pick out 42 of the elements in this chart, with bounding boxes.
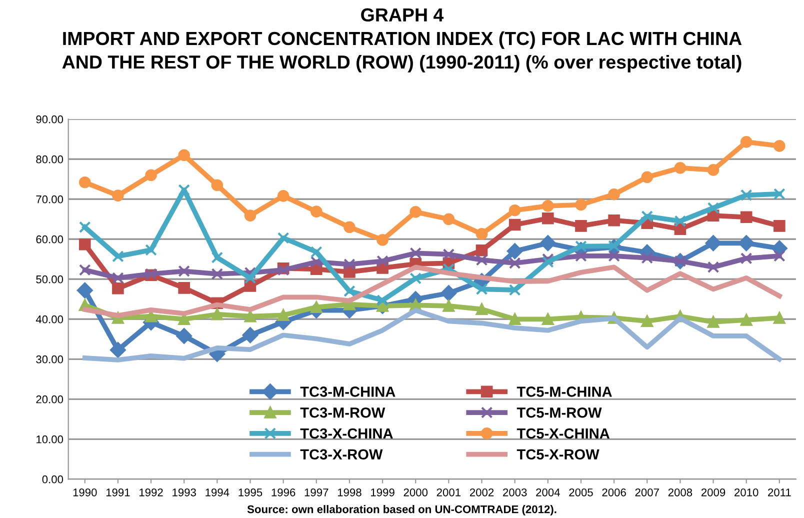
legend-label: TC5-X-ROW xyxy=(516,449,600,460)
x-tick-label: 2011 xyxy=(768,488,791,496)
x-tick-label: 1997 xyxy=(304,488,328,496)
legend-label: TC3-M-ROW xyxy=(300,407,386,418)
legend-label: TC3-X-CHINA xyxy=(300,428,393,439)
y-tick-label: 60.00 xyxy=(36,235,64,244)
x-tick-label: 2007 xyxy=(635,488,659,496)
x-tick-label: 1992 xyxy=(140,488,163,496)
chart-title: GRAPH 4 IMPORT AND EXPORT CONCENTRATION INDEX (TC) FOR LAC WITH CHINA AND THE REST OF THE WORLD (ROW) (1990-2011) (% over respective total) xyxy=(62,8,742,72)
y-tick-label: 30.00 xyxy=(36,355,64,364)
x-tick-label: 2008 xyxy=(668,488,692,496)
x-tick-label: 2006 xyxy=(602,488,626,496)
x-tick-label: 2004 xyxy=(536,488,560,496)
y-tick-label: 70.00 xyxy=(36,195,64,204)
x-tick-label: 1996 xyxy=(272,488,296,496)
legend-label: TC5-M-ROW xyxy=(516,407,602,418)
y-tick-label: 40.00 xyxy=(36,315,64,324)
legend-label: TC5-X-CHINA xyxy=(516,428,610,439)
x-tick-label: 2002 xyxy=(470,488,494,496)
y-tick-label: 10.00 xyxy=(36,435,64,444)
y-tick-label: 0.00 xyxy=(42,475,64,484)
x-tick-label: 2001 xyxy=(436,488,461,496)
legend-label: TC3-X-ROW xyxy=(300,449,383,460)
x-tick-label: 2005 xyxy=(569,488,593,496)
x-tick-label: 1998 xyxy=(338,488,362,496)
x-tick-label: 2003 xyxy=(503,488,527,496)
y-tick-label: 80.00 xyxy=(36,155,64,164)
y-tick-label: 20.00 xyxy=(36,395,64,404)
x-tick-label: 2000 xyxy=(404,488,428,496)
x-tick-label: 1995 xyxy=(238,488,262,496)
source-note: Source: own ellaboration based on UN-COMTRADE (2012). xyxy=(247,505,556,516)
x-tick-label: 2009 xyxy=(701,488,726,496)
x-tick-label: 1994 xyxy=(206,488,230,496)
y-tick-label: 50.00 xyxy=(36,275,64,284)
legend-label: TC5-M-CHINA xyxy=(516,386,612,397)
x-tick-label: 1991 xyxy=(106,488,130,496)
x-tick-label: 1999 xyxy=(371,488,394,496)
legend-label: TC3-M-CHINA xyxy=(300,386,396,397)
y-tick-label: 90.00 xyxy=(36,115,64,124)
x-tick-label: 1990 xyxy=(73,488,97,496)
x-tick-label: 1993 xyxy=(172,488,196,496)
x-tick-label: 2010 xyxy=(734,488,758,496)
